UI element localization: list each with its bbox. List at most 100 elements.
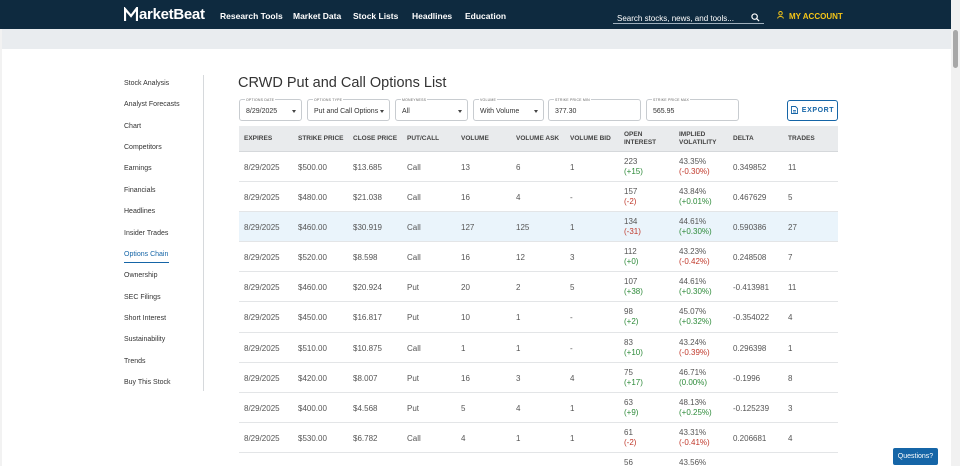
table-row[interactable]: 8/29/2025 $520.00 $8.598 Call 16 12 3 112 (+0) 43…	[239, 242, 838, 273]
cell-open-interest: 75 (+17)	[624, 368, 643, 388]
table-row[interactable]: 8/29/2025 $480.00 $21.038 Call 16 4 - 157 (-2) 43…	[239, 182, 838, 213]
export-button[interactable]: EXPORT	[787, 100, 838, 121]
sidebar-item-sec-filings[interactable]: SEC Filings	[124, 294, 161, 301]
page-title: CRWD Put and Call Options List	[238, 75, 447, 91]
my-account-button[interactable]: MY ACCOUNT	[777, 11, 843, 21]
table-row[interactable]: 56 43.56%	[239, 452, 838, 466]
strike-price-min-input[interactable]: STRIKE PRICE MIN 377.30	[548, 98, 641, 121]
cell-put-call: Call	[407, 433, 421, 443]
cell-volume-ask: 1	[516, 343, 521, 353]
table-row[interactable]: 8/29/2025 $450.00 $16.817 Put 10 1 - 98 (+2) 45.0…	[239, 302, 838, 333]
chevron-down-icon	[380, 110, 384, 113]
table-row[interactable]: 8/29/2025 $400.00 $4.568 Put 5 4 1 63 (+9) 48.13%…	[239, 392, 838, 423]
col-volume[interactable]: VOLUME	[461, 135, 489, 142]
search-icon[interactable]	[751, 9, 760, 27]
implied-volatility-value: 43.24%	[679, 337, 707, 347]
open-interest-change: (+38)	[624, 287, 643, 297]
cell-close-price: $8.598	[353, 253, 378, 263]
nav-headlines[interactable]: Headlines	[412, 11, 453, 21]
options-type-label: OPTIONS TYPE	[313, 98, 344, 102]
cell-delta: -0.354022	[733, 313, 770, 323]
implied-volatility-value: 43.56%	[679, 457, 707, 466]
cell-open-interest: 61 (-2)	[624, 428, 636, 448]
sidebar-item-options-chain[interactable]: Options Chain	[124, 251, 170, 263]
cell-expires: 8/29/2025	[244, 163, 280, 172]
open-interest-change: (-2)	[624, 197, 637, 207]
col-iv-line1: IMPLIED	[679, 131, 706, 138]
cell-close-price: $4.568	[353, 403, 378, 413]
cell-open-interest: 112 (+0)	[624, 247, 638, 267]
cell-strike-price: $460.00	[298, 223, 327, 233]
sidebar-item-competitors[interactable]: Competitors	[124, 144, 162, 151]
implied-volatility-change: (-0.41%)	[679, 437, 710, 447]
table-row[interactable]: 8/29/2025 $420.00 $8.007 Put 16 3 4 75 (+17) 46.7…	[239, 362, 838, 393]
implied-volatility-value: 48.13%	[679, 397, 707, 407]
nav-market-data[interactable]: Market Data	[293, 11, 342, 21]
sidebar-item-trends[interactable]: Trends	[124, 358, 146, 365]
cell-volume-ask: 2	[516, 283, 521, 293]
nav-research-tools[interactable]: Research Tools	[220, 11, 283, 21]
sidebar-item-chart[interactable]: Chart	[124, 123, 142, 130]
cell-expires: 8/29/2025	[244, 283, 280, 293]
implied-volatility-change: (+0.30%)	[679, 287, 712, 297]
scrollbar-thumb[interactable]	[953, 30, 958, 68]
implied-volatility-value: 43.23%	[679, 247, 707, 257]
cell-trades: 8	[788, 373, 793, 383]
cell-implied-volatility: 43.35% (-0.30%)	[679, 157, 710, 177]
table-row[interactable]: 8/29/2025 $530.00 $6.782 Call 4 1 1 61 (-2) 43.31…	[239, 422, 838, 453]
sidebar-item-analyst-forecasts[interactable]: Analyst Forecasts	[124, 101, 180, 108]
cell-put-call: Call	[407, 193, 421, 203]
sidebar-item-short-interest[interactable]: Short Interest	[124, 315, 167, 322]
col-trades[interactable]: TRADES	[788, 135, 815, 142]
cell-expires: 8/29/2025	[244, 313, 280, 323]
sidebar-item-insider-trades[interactable]: Insider Trades	[124, 230, 169, 237]
table-row[interactable]: 8/29/2025 $460.00 $30.919 Call 127 125 1 134 (-3…	[239, 212, 838, 243]
col-delta[interactable]: DELTA	[733, 135, 754, 142]
options-date-select[interactable]: OPTIONS DATE 8/29/2025	[239, 98, 302, 121]
cell-strike-price: $420.00	[298, 373, 327, 383]
cell-implied-volatility: 48.13% (+0.25%)	[679, 398, 712, 418]
cell-strike-price: $520.00	[298, 253, 327, 263]
col-volume-ask[interactable]: VOLUME ASK	[516, 135, 560, 142]
sidebar-item-headlines[interactable]: Headlines	[124, 208, 156, 215]
questions-button[interactable]: Questions?	[893, 448, 938, 465]
implied-volatility-value: 43.31%	[679, 427, 707, 437]
col-volume-bid[interactable]: VOLUME BID	[570, 135, 611, 142]
strike-price-min-value: 377.30	[555, 108, 577, 115]
search-input[interactable]	[613, 11, 743, 26]
volume-select[interactable]: VOLUME With Volume	[473, 98, 544, 121]
sidebar-item-stock-analysis[interactable]: Stock Analysis	[124, 80, 170, 87]
cell-delta: -0.125239	[733, 403, 770, 413]
nav-stock-lists[interactable]: Stock Lists	[353, 11, 399, 21]
implied-volatility-change: (+0.30%)	[679, 227, 712, 237]
options-date-label: OPTIONS DATE	[245, 98, 276, 102]
col-open-interest[interactable]: OPEN INTEREST	[624, 131, 656, 147]
sidebar-item-ownership[interactable]: Ownership	[124, 272, 158, 279]
col-put-call[interactable]: PUT/CALL	[407, 135, 440, 142]
col-close-price[interactable]: CLOSE PRICE	[353, 135, 398, 142]
options-type-select[interactable]: OPTIONS TYPE Put and Call Options	[307, 98, 390, 121]
table-row[interactable]: 8/29/2025 $460.00 $20.924 Put 20 2 5 107 (+38) 44…	[239, 272, 838, 303]
marketbeat-logo[interactable]: arketBeat	[124, 6, 205, 23]
cell-expires: 8/29/2025	[244, 223, 280, 233]
col-expires[interactable]: EXPIRES	[244, 135, 273, 142]
cell-delta: 0.206681	[733, 433, 767, 443]
table-row[interactable]: 8/29/2025 $500.00 $13.685 Call 13 6 1 223 (+15) 4…	[239, 152, 838, 183]
nav-education[interactable]: Education	[465, 11, 507, 21]
moneyness-select[interactable]: MONEYNESS All	[395, 98, 468, 121]
open-interest-change: (-2)	[624, 437, 637, 447]
sidebar-item-sustainability[interactable]: Sustainability	[124, 336, 166, 343]
cell-expires: 8/29/2025	[244, 253, 280, 263]
cell-put-call: Call	[407, 223, 421, 233]
cell-volume-ask: 4	[516, 193, 521, 203]
sidebar-item-financials[interactable]: Financials	[124, 187, 156, 194]
page-scrollbar[interactable]	[951, 0, 960, 466]
cell-open-interest: 157 (-2)	[624, 187, 637, 207]
col-strike-price[interactable]: STRIKE PRICE	[298, 135, 344, 142]
sidebar-item-buy-this-stock[interactable]: Buy This Stock	[124, 379, 171, 386]
sidebar-item-earnings[interactable]: Earnings	[124, 165, 152, 172]
col-implied-volatility[interactable]: IMPLIED VOLATILITY	[679, 131, 716, 147]
cell-volume: 10	[461, 313, 470, 323]
strike-price-max-input[interactable]: STRIKE PRICE MAX 565.95	[646, 98, 739, 121]
table-row[interactable]: 8/29/2025 $510.00 $10.875 Call 1 1 - 83 (+10) 43.…	[239, 332, 838, 363]
